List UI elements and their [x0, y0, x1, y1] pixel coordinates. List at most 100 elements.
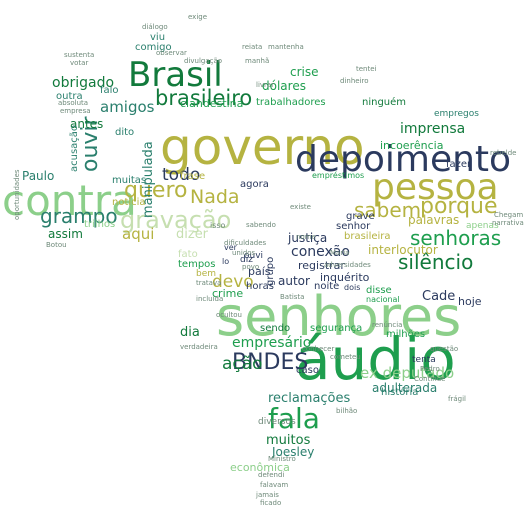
word-rebelde: rebelde: [490, 149, 517, 157]
word-falo: falo: [100, 85, 119, 96]
word-manha: manhã: [245, 57, 270, 65]
word-dois: dois: [344, 283, 361, 292]
word-chegam: Chegam: [494, 211, 524, 219]
word-registrar: registrar: [298, 259, 345, 272]
word-ver: ver: [224, 243, 237, 252]
word-defendi: defendi: [258, 471, 285, 479]
word-reclamacoes: reclamações: [268, 391, 351, 406]
word-dolares: dólares: [262, 79, 306, 93]
word-muitas: muitas: [112, 175, 147, 186]
word-narrativa: narrativa: [492, 219, 524, 227]
word-noticia: notícia: [112, 197, 146, 208]
word-dificuldades: dificuldades: [224, 239, 267, 247]
word-crime: crime: [212, 287, 244, 300]
word-tempos: tempos: [178, 259, 216, 270]
word-adversidades: adversidades: [324, 261, 371, 269]
word-trabalhadores: trabalhadores: [256, 97, 326, 108]
word-sabendo: sabendo: [246, 221, 276, 229]
word-ficado: ficado: [260, 499, 282, 507]
word-oportunidades: oportunidades: [13, 169, 21, 220]
word-pedro: Pedro: [420, 365, 440, 373]
word-palavras: palavras: [408, 213, 460, 227]
word-amigos: amigos: [100, 98, 155, 116]
word-quero: quero: [124, 178, 188, 203]
word-sendo: sendo: [260, 323, 291, 334]
word-nada: Nada: [190, 186, 240, 208]
word-ministro: Ministro: [268, 455, 296, 463]
word-apenas: apenas: [466, 221, 499, 231]
word-conhecer: conhecer: [302, 345, 335, 353]
word-bndes: BNDES: [232, 350, 309, 375]
word-todo: todo: [162, 165, 201, 185]
word-empresa: empresa: [60, 107, 91, 115]
word-dialogo: diálogo: [142, 23, 168, 31]
word-falavam: falavam: [260, 481, 289, 489]
word-senhores: senhores: [216, 285, 462, 348]
word-grave: grave: [346, 211, 375, 222]
word-silencio: silêncio: [398, 250, 474, 274]
word-muitos: muitos: [266, 433, 311, 448]
word-frase: frase: [180, 171, 206, 182]
word-disse: disse: [366, 285, 392, 296]
word-aqui: aqui: [122, 225, 155, 243]
word-inquerito: inquérito: [320, 271, 370, 284]
word-grampo: grampo: [40, 204, 118, 228]
word-fazer: fazer: [446, 159, 472, 170]
word-fato: fato: [178, 249, 198, 260]
word-renuncia: renúncia: [372, 321, 403, 329]
word-joesley: Joesley: [272, 445, 315, 459]
word-autor: autor: [278, 274, 310, 288]
word-absoluta: absoluta: [58, 99, 89, 107]
word-brasileiro: brasileiro: [155, 86, 253, 110]
word-questao: questão: [430, 345, 459, 353]
word-acao: ação: [222, 354, 263, 374]
word-reiata: reiata: [242, 43, 263, 51]
word-votar: votar: [70, 59, 89, 67]
word-adulterada: adulterada: [372, 381, 438, 395]
word-porque: porque: [420, 194, 498, 219]
word-povo: povo: [242, 263, 260, 271]
word-bem: bem: [196, 269, 217, 279]
word-sustenta: sustenta: [64, 51, 95, 59]
word-unidos: unidos: [232, 249, 256, 257]
word-verdadeira: verdadeira: [180, 343, 218, 351]
word-gravacao: gravação: [120, 206, 232, 234]
word-tratava: tratava: [196, 279, 222, 287]
word-empregos: empregos: [434, 109, 479, 119]
word-incoerencia: incoerência: [380, 139, 444, 152]
word-dizer: dizer: [176, 227, 209, 242]
word-diz: diz: [240, 255, 253, 265]
word-batista: Batista: [280, 293, 305, 301]
word-pais: país: [248, 265, 271, 278]
word-governo: governo: [160, 118, 365, 176]
word-seguranca: segurança: [310, 323, 363, 334]
word-bilhao: bilhão: [336, 407, 358, 415]
word-hoje: hoje: [458, 295, 482, 308]
word-acusacao: acusação: [69, 124, 80, 172]
word-grupo: grupo: [265, 256, 276, 286]
word-fala: fala: [268, 402, 320, 435]
word-conexao: conexão: [291, 244, 350, 260]
word-tentei: tentei: [356, 65, 377, 73]
word-livrar: livrar: [256, 81, 275, 89]
word-empresario: empresário: [232, 335, 312, 351]
word-antes: antes: [70, 117, 104, 131]
word-ex-deputado: ex deputado: [360, 364, 455, 382]
word-senhor: senhor: [336, 221, 371, 232]
word-obrigado: obrigado: [52, 75, 115, 91]
word-imprensa: imprensa: [400, 121, 466, 137]
word-dito: dito: [115, 127, 135, 138]
word-ninguem: ninguém: [362, 97, 407, 108]
word-manipulada: manipulada: [141, 141, 156, 218]
word-audio: áudio: [295, 325, 456, 393]
word-depoimento: depoimento: [295, 139, 512, 180]
word-jamais: jamais: [256, 491, 279, 499]
word-diversos: diversos: [258, 417, 296, 427]
word-comigo: comigo: [135, 42, 172, 53]
word-maria: Maria: [330, 249, 350, 257]
word-brasil: Brasil: [128, 55, 223, 95]
word-assim: assim: [48, 227, 83, 241]
word-mantenha: mantenha: [268, 43, 304, 51]
word-economica: econômica: [230, 461, 290, 474]
word-lo: lo: [222, 257, 230, 266]
